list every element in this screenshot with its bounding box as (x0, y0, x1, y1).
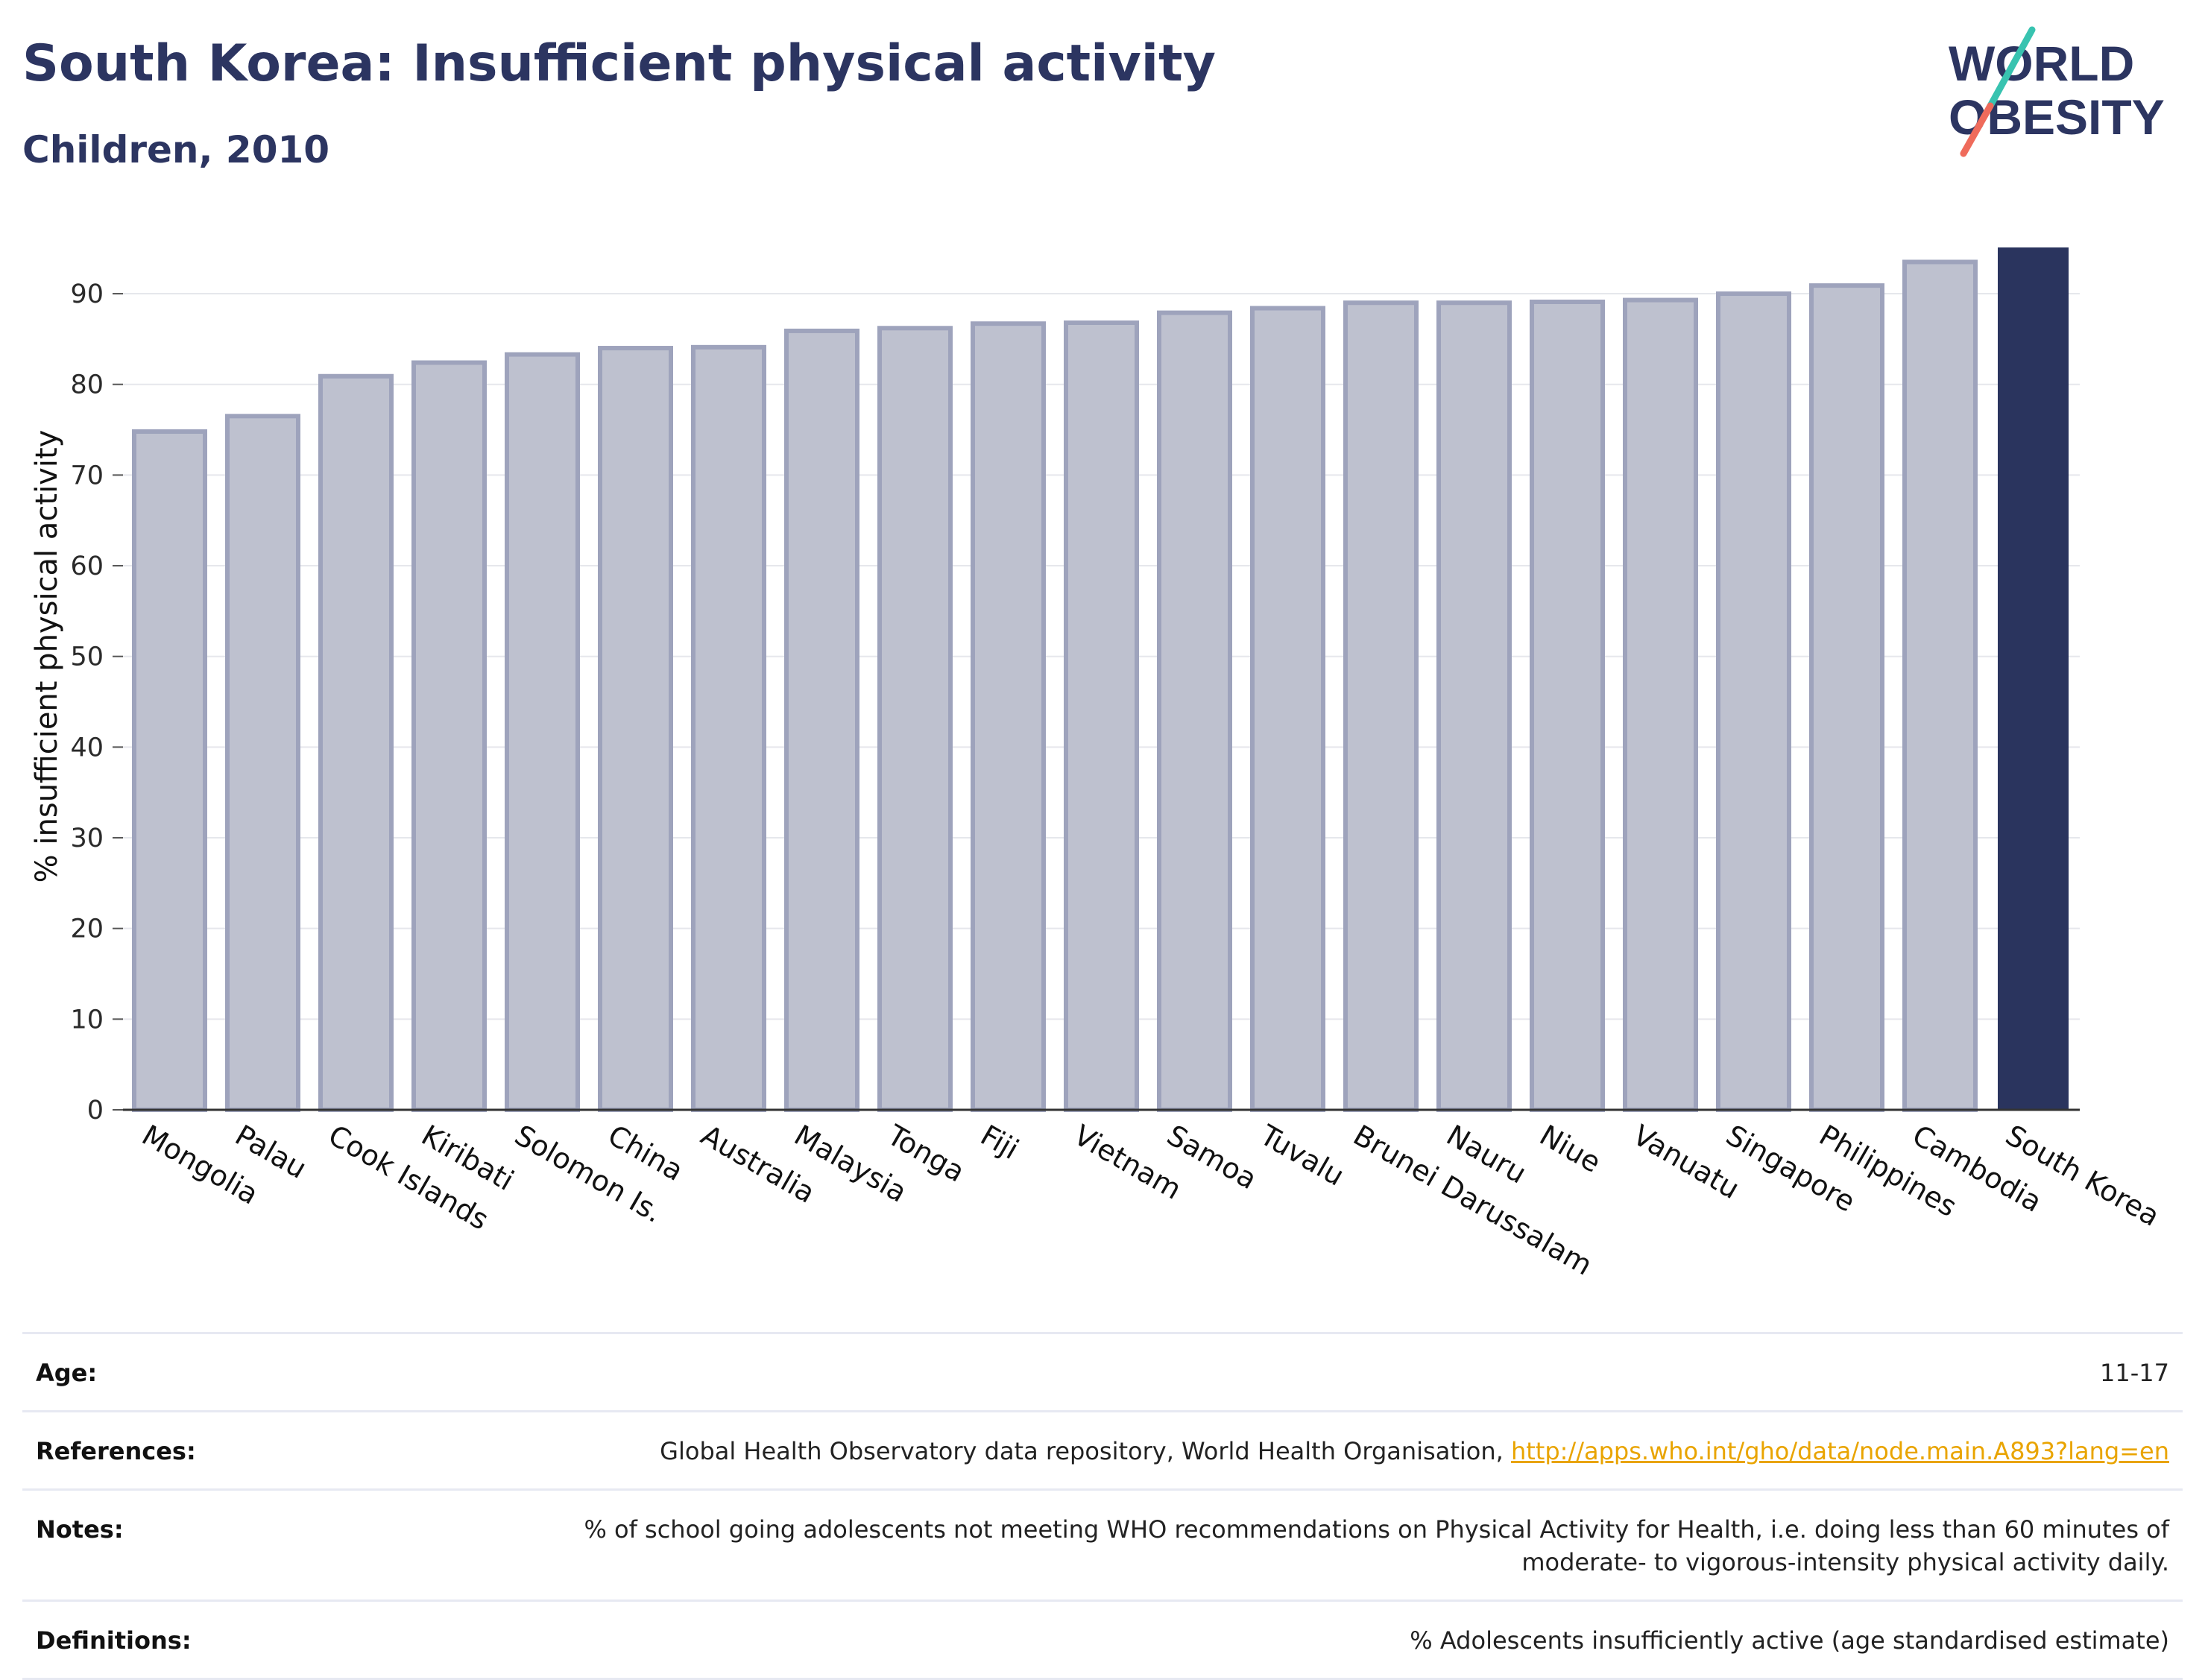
y-tick-label: 80 (70, 370, 104, 400)
metadata-row: Age: 11-17 (22, 1332, 2183, 1410)
bar (1064, 320, 1139, 1112)
bar (1530, 299, 1605, 1113)
metadata-table: Age: 11-17 References: Global Health Observ… (22, 1332, 2183, 1680)
x-tick-label: Niue (1534, 1119, 1606, 1179)
bar (1343, 300, 1419, 1112)
bar (784, 328, 859, 1113)
bar (598, 346, 673, 1112)
x-tick-label: Vietnam (1068, 1119, 1187, 1206)
metadata-value: % of school going adolescents not meetin… (455, 1513, 2169, 1579)
logo-line1: WORLD (1949, 36, 2134, 91)
bars (132, 247, 2069, 1113)
x-tick-label: Tuvalu (1254, 1118, 1349, 1193)
bar (1716, 291, 1791, 1112)
y-tick-label: 40 (70, 733, 104, 762)
metadata-value: % Adolescents insufficiently active (age… (1410, 1624, 2169, 1657)
reference-link[interactable]: http://apps.who.int/gho/data/node.main.A… (1510, 1437, 2169, 1465)
bar (1623, 297, 1698, 1113)
metadata-key: Notes: (36, 1515, 124, 1544)
logo-stroke-coral (1960, 102, 1994, 157)
x-tick-label: South Korea (2000, 1119, 2165, 1233)
logo-stroke-teal (1987, 26, 2036, 110)
y-tick-label: 0 (87, 1096, 104, 1125)
chart-title: South Korea: Insufficient physical activ… (22, 34, 1216, 93)
y-axis-ticks: 0 10 20 30 40 50 60 70 80 90 (70, 280, 123, 1125)
x-tick-label: Cook Islands (323, 1119, 494, 1237)
metadata-key: Age: (36, 1359, 98, 1387)
bar (877, 326, 953, 1112)
x-tick-label: Vanuatu (1627, 1119, 1745, 1205)
bar (132, 429, 207, 1112)
metadata-row: Notes: % of school going adolescents not … (22, 1488, 2183, 1600)
bar (1157, 310, 1232, 1113)
bar (1809, 283, 1884, 1112)
metadata-value: 11-17 (2100, 1357, 2169, 1389)
metadata-key: Definitions: (36, 1626, 192, 1655)
y-tick-label: 10 (70, 1005, 104, 1035)
y-tick-label: 20 (70, 915, 104, 944)
bar (691, 344, 766, 1112)
bar (1250, 306, 1325, 1112)
y-tick-label: 50 (70, 642, 104, 672)
y-tick-label: 70 (70, 461, 104, 490)
y-tick-label: 90 (70, 280, 104, 309)
metadata-value-text: 11-17 (2100, 1359, 2169, 1387)
bar (505, 352, 580, 1112)
bar (1436, 300, 1512, 1112)
chart-subtitle: Children, 2010 (22, 128, 330, 171)
y-tick-label: 60 (70, 552, 104, 581)
bar (318, 373, 394, 1112)
metadata-value-text: Global Health Observatory data repositor… (660, 1437, 1511, 1465)
metadata-value-text: % of school going adolescents not meetin… (584, 1515, 2169, 1576)
y-tick-label: 30 (70, 824, 104, 853)
metadata-row: Definitions: % Adolescents insufficiently… (22, 1600, 2183, 1680)
metadata-value-text: % Adolescents insufficiently active (age… (1410, 1626, 2169, 1655)
bar (411, 360, 487, 1112)
bar (1902, 259, 1978, 1112)
metadata-key: References: (36, 1437, 196, 1465)
y-axis-title: % insufficient physical activity (30, 430, 64, 883)
x-tick-label: Fiji (975, 1119, 1024, 1166)
world-obesity-logo: WORLD OBESITY (1949, 26, 2165, 157)
metadata-value: Global Health Observatory data repositor… (660, 1435, 2169, 1468)
bar (971, 321, 1046, 1113)
metadata-row: References: Global Health Observatory dat… (22, 1410, 2183, 1488)
bar-highlight (1998, 247, 2069, 1110)
bar (225, 414, 300, 1112)
